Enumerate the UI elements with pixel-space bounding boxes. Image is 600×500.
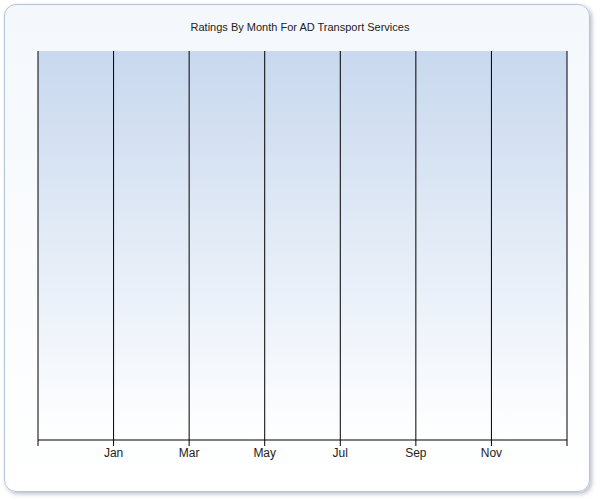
svg-text:Jan: Jan <box>104 446 123 460</box>
svg-text:Jul: Jul <box>333 446 348 460</box>
svg-text:Mar: Mar <box>179 446 200 460</box>
svg-text:May: May <box>253 446 276 460</box>
html-text:Ratings By Month For AD Transp: Ratings By Month For AD Transport Servic… <box>190 21 410 33</box>
svg-text:Nov: Nov <box>481 446 502 460</box>
svg-text:Sep: Sep <box>405 446 427 460</box>
